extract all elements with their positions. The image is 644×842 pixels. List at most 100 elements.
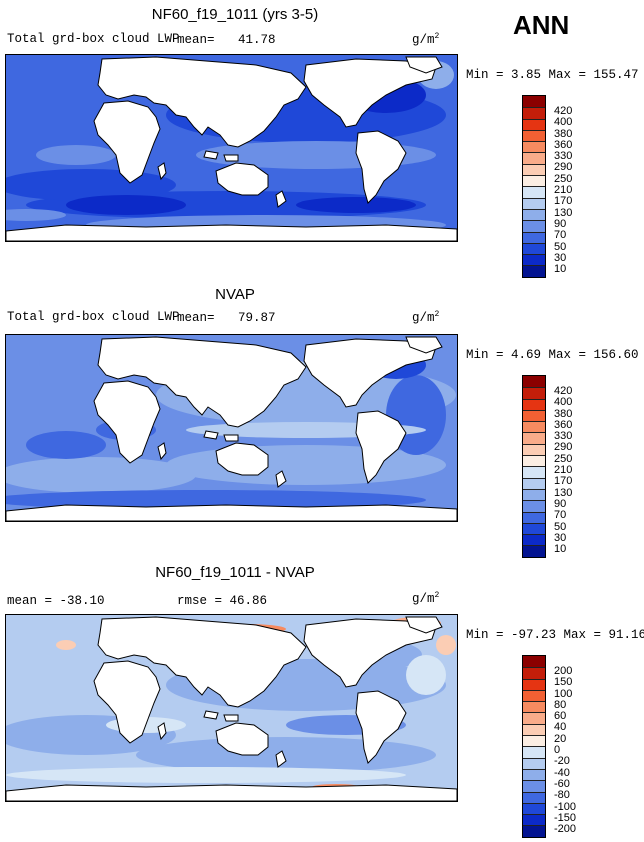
colorbar-tick-label: 100 (554, 687, 573, 700)
colorbar-tick-label: 170 (554, 195, 573, 208)
colorbar-swatch (523, 265, 545, 277)
colorbar-tick-label: 290 (554, 441, 573, 454)
panel-3-map (5, 614, 458, 802)
panel-2-mean-value: 79.87 (238, 311, 276, 325)
colorbar-tick-label: -80 (554, 789, 570, 802)
colorbar-swatch (523, 757, 545, 769)
colorbar-tick-label: 420 (554, 105, 573, 117)
colorbar-tick-label: 400 (554, 396, 573, 409)
panel-3-min-max: Min = -97.23 Max = 91.16 (466, 628, 644, 642)
colorbar-swatch (523, 802, 545, 815)
panel-3-rmse: rmse = 46.86 (177, 594, 268, 608)
colorbar-swatch (523, 522, 545, 535)
colorbar-swatch (523, 118, 545, 130)
panel-2-colorbar (522, 375, 546, 558)
colorbar-tick-label: 20 (554, 732, 567, 745)
panel-1-mean-label: mean= (177, 33, 215, 47)
colorbar-tick-label: 400 (554, 116, 573, 129)
colorbar-swatch (523, 477, 545, 489)
colorbar-swatch (523, 768, 545, 781)
colorbar-swatch (523, 175, 545, 187)
colorbar-tick-label: 130 (554, 206, 573, 219)
colorbar-swatch (523, 466, 545, 478)
panel-2-min-max: Min = 4.69 Max = 156.60 (466, 348, 639, 362)
colorbar-tick-label: 80 (554, 698, 567, 711)
colorbar-swatch (523, 825, 545, 837)
colorbar-tick-label: 30 (554, 531, 567, 544)
colorbar-tick-label: 170 (554, 475, 573, 488)
colorbar-swatch (523, 455, 545, 467)
colorbar-tick-label: -60 (554, 777, 570, 790)
panel-1-colorbar (522, 95, 546, 278)
colorbar-tick-label: 50 (554, 520, 567, 533)
colorbar-swatch (523, 723, 545, 736)
panel-2-mean-label: mean= (177, 311, 215, 325)
panel-2-title: NVAP (215, 286, 255, 303)
panel-1-colorbar-labels: 420 400 380 360 330 290 250 210 170 130 90 70 50 30 10 (554, 105, 573, 276)
colorbar-swatch (523, 500, 545, 512)
colorbar-swatch (523, 746, 545, 758)
colorbar-tick-label: -150 (554, 811, 577, 824)
colorbar-tick-label: 200 (554, 665, 573, 677)
colorbar-swatch (523, 511, 545, 523)
panel-1-variable: Total grd-box cloud LWP (7, 32, 180, 46)
colorbar-swatch (523, 387, 545, 399)
colorbar-tick-label: -20 (554, 755, 570, 768)
panel-2-variable: Total grd-box cloud LWP (7, 310, 180, 324)
colorbar-tick-label: 70 (554, 229, 567, 242)
colorbar-swatch (523, 545, 545, 557)
panel-3-colorbar (522, 655, 546, 838)
colorbar-swatch (523, 220, 545, 232)
colorbar-tick-label: 330 (554, 430, 573, 443)
colorbar-tick-label: 70 (554, 509, 567, 522)
colorbar-swatch (523, 656, 545, 668)
colorbar-swatch (523, 443, 545, 456)
panel-2-colorbar-labels: 420 400 380 360 330 290 250 210 170 130 90 70 50 30 10 (554, 385, 573, 555)
colorbar-tick-label: 420 (554, 385, 573, 397)
colorbar-tick-label: 0 (554, 744, 561, 757)
colorbar-swatch (523, 701, 545, 713)
colorbar-swatch (523, 534, 545, 546)
panel-3-colorbar-labels: 200 150 100 80 60 40 20 0 -20 -40 -60 -80 -100 -150 -2… (554, 665, 577, 835)
colorbar-tick-label: 360 (554, 418, 573, 431)
colorbar-swatch (523, 141, 545, 153)
colorbar-swatch (523, 107, 545, 119)
colorbar-swatch (523, 398, 545, 410)
colorbar-tick-label: -40 (554, 766, 570, 779)
colorbar-tick-label: 380 (554, 407, 573, 420)
colorbar-swatch (523, 689, 545, 702)
colorbar-tick-label: -100 (554, 800, 577, 813)
panel-3-units: g/m2 (412, 591, 440, 607)
colorbar-tick-label: 90 (554, 217, 567, 230)
panel-1-min-max: Min = 3.85 Max = 155.47 (466, 68, 639, 82)
colorbar-swatch (523, 242, 545, 255)
panel-2-units: g/m2 (412, 310, 440, 326)
panel-1-title: NF60_f19_1011 (yrs 3-5) (151, 6, 319, 23)
colorbar-swatch (523, 208, 545, 221)
colorbar-tick-label: 250 (554, 452, 573, 465)
colorbar-tick-label: 10 (554, 263, 567, 276)
colorbar-swatch (523, 409, 545, 422)
panel-1-mean-value: 41.78 (238, 33, 276, 47)
colorbar-swatch (523, 735, 545, 747)
colorbar-tick-label: 330 (554, 150, 573, 163)
panel-1-map (5, 54, 458, 242)
panel-1-units: g/m2 (412, 32, 440, 48)
colorbar-tick-label: 50 (554, 240, 567, 253)
colorbar-swatch (523, 712, 545, 724)
colorbar-tick-label: 150 (554, 676, 573, 689)
panel-3-title: NF60_f19_1011 - NVAP (155, 564, 315, 581)
panel-2-map (5, 334, 458, 522)
season-label: ANN (513, 10, 570, 40)
colorbar-tick-label: 30 (554, 251, 567, 264)
colorbar-swatch (523, 780, 545, 792)
colorbar-swatch (523, 421, 545, 433)
colorbar-swatch (523, 163, 545, 176)
colorbar-tick-label: 90 (554, 497, 567, 510)
colorbar-tick-label: 210 (554, 464, 573, 477)
colorbar-tick-label: 380 (554, 127, 573, 140)
colorbar-swatch (523, 667, 545, 679)
colorbar-swatch (523, 96, 545, 108)
colorbar-swatch (523, 432, 545, 444)
